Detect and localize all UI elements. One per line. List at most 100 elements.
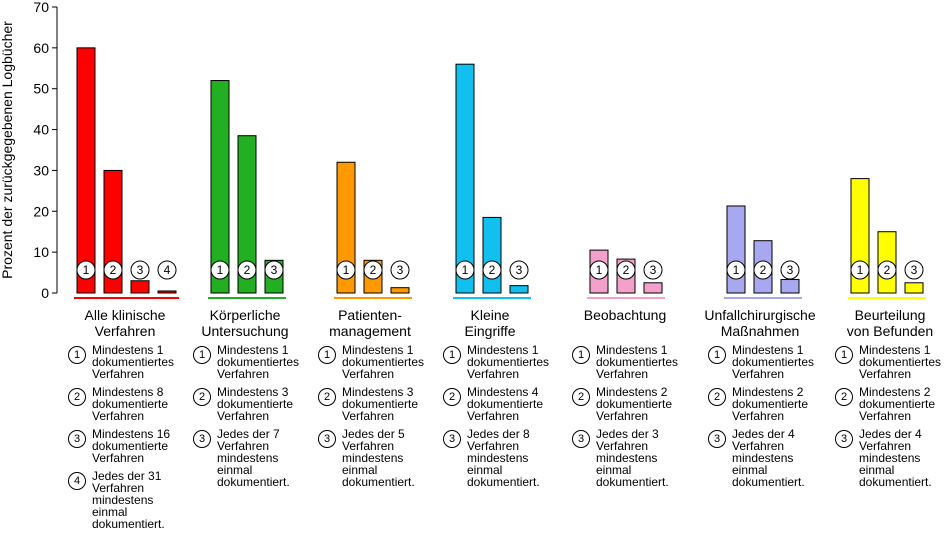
legend-item: 1 Mindestens 1 dokumentiertes Verfahren [572,344,692,380]
bar-marker-circle [509,260,529,280]
legend-text-line: Jedes der 4 [732,427,795,441]
legend-text-line: dokumentiert. [732,475,805,489]
bar-marker-circle [589,260,609,280]
legend-text-line: dokumentierte [92,439,169,453]
legend-text: Mindestens 1 dokumentiertes Verfahren [467,344,563,380]
legend-text-line: Verfahren [467,367,520,381]
bar-marker-label: 1 [596,263,603,277]
legend-text-line: dokumentierte [217,397,294,411]
legend-text-line: Jedes der 8 [467,427,530,441]
category-label: Untersuchung [201,323,288,339]
legend-text: Mindestens 1 dokumentiertes Verfahren [732,344,828,380]
bar-marker-circle [850,260,870,280]
bar-marker-label: 1 [217,263,224,277]
legend-text: Mindestens 2 dokumentierte Verfahren [732,386,828,422]
legend-text: Mindestens 16 dokumentierte Verfahren [92,428,188,464]
category-label: Alle klinische [85,307,166,323]
bar-marker-label: 1 [733,263,740,277]
y-tick-label: 0 [41,285,49,301]
bar-marker-circle [363,260,383,280]
legend-item: 1 Mindestens 1 dokumentiertes Verfahren [318,344,438,380]
legend-item: 3 Jedes der 5 Verfahren mindestens einmal dok… [318,428,438,488]
group-legend: 1 Mindestens 1 dokumentiertes Verfahren 2 Min… [68,344,188,536]
bar-marker-label: 3 [787,263,794,277]
legend-text-line: Verfahren [92,451,145,465]
legend-text: Mindestens 1 dokumentiertes Verfahren [92,344,188,380]
group-legend: 1 Mindestens 1 dokumentiertes Verfahren 2 Min… [443,344,563,494]
bar [237,135,257,294]
legend-item: 2 Mindestens 2 dokumentierte Verfahren [835,386,945,422]
bar-marker-circle [210,260,230,280]
legend-item: 1 Mindestens 1 dokumentiertes Verfahren [443,344,563,380]
legend-text: Mindestens 1 dokumentiertes Verfahren [342,344,438,380]
legend-item: 2 Mindestens 2 dokumentierte Verfahren [572,386,692,422]
legend-marker: 1 [572,346,590,364]
bar-marker-circle [455,260,475,280]
legend-marker: 3 [318,430,336,448]
legend-item: 3 Jedes der 3 Verfahren mindestens einmal dok… [572,428,692,488]
legend-item: 2 Mindestens 2 dokumentierte Verfahren [708,386,828,422]
legend-text-line: Verfahren [596,367,649,381]
legend-text-line: dokumentiert. [467,475,540,489]
legend-text-line: Verfahren [732,367,785,381]
legend-marker: 1 [708,346,726,364]
legend-text-line: einmal [732,463,768,477]
y-tick-label: 70 [33,0,49,15]
legend-marker: 1 [835,346,853,364]
legend-text-line: Mindestens 1 [342,343,414,357]
bar-marker-label: 1 [857,263,864,277]
category-label: management [329,323,411,339]
legend-text-line: einmal [859,463,895,477]
legend-marker: 2 [193,388,211,406]
bar-marker-circle [643,260,663,280]
bar-marker-label: 3 [911,263,918,277]
bar-marker-label: 2 [370,263,377,277]
legend-item: 3 Jedes der 4 Verfahren mindestens einmal dok… [835,428,945,488]
y-tick-label: 60 [33,40,49,56]
bar-marker-label: 2 [623,263,630,277]
legend-text-line: Mindestens 2 [596,385,668,399]
legend-marker: 3 [193,430,211,448]
legend-text-line: Mindestens 2 [859,385,931,399]
bar [336,161,356,294]
legend-text-line: Mindestens 16 [92,427,171,441]
bar [455,63,475,294]
legend-text-line: dokumentiert. [92,517,165,531]
bar [904,282,924,294]
legend-text: Jedes der 31 Verfahren mindestens einmal dok… [92,470,188,530]
bar-marker-circle [130,260,150,280]
legend-text-line: Verfahren [342,409,395,423]
legend-item: 1 Mindestens 1 dokumentiertes Verfahren [68,344,188,380]
legend-text-line: mindestens [217,451,279,465]
category-label: Patienten- [338,307,402,323]
group-legend: 1 Mindestens 1 dokumentiertes Verfahren 2 Min… [572,344,692,494]
bar-marker-label: 1 [83,263,90,277]
legend-item: 3 Jedes der 7 Verfahren mindestens einmal dok… [193,428,313,488]
bar [780,279,800,294]
legend-text-line: Mindestens 1 [596,343,668,357]
legend-marker: 3 [443,430,461,448]
legend-text-line: einmal [217,463,253,477]
legend-text-line: Jedes der 4 [859,427,922,441]
bar-marker-label: 1 [343,263,350,277]
legend-item: 1 Mindestens 1 dokumentiertes Verfahren [708,344,828,380]
legend-text-line: einmal [92,505,128,519]
bar-marker-label: 3 [397,263,404,277]
bar-marker-label: 2 [244,263,251,277]
legend-text-line: Verfahren [859,367,912,381]
legend-text-line: dokumentiertes [92,355,175,369]
category-label: Kleine [471,307,510,323]
bar-marker-circle [482,260,502,280]
bar [643,282,663,294]
category-label: Unfallchirurgische [704,307,815,323]
legend-item: 2 Mindestens 8 dokumentierte Verfahren [68,386,188,422]
legend-text-line: Verfahren [217,439,270,453]
legend-text-line: dokumentierte [859,397,936,411]
legend-marker: 2 [318,388,336,406]
legend-text-line: Verfahren [732,439,785,453]
legend-text-line: mindestens [467,451,529,465]
bar-marker-circle [780,260,800,280]
legend-text: Jedes der 4 Verfahren mindestens einmal doku… [732,428,828,488]
legend-text-line: Verfahren [342,367,395,381]
legend-item: 1 Mindestens 1 dokumentiertes Verfahren [835,344,945,380]
